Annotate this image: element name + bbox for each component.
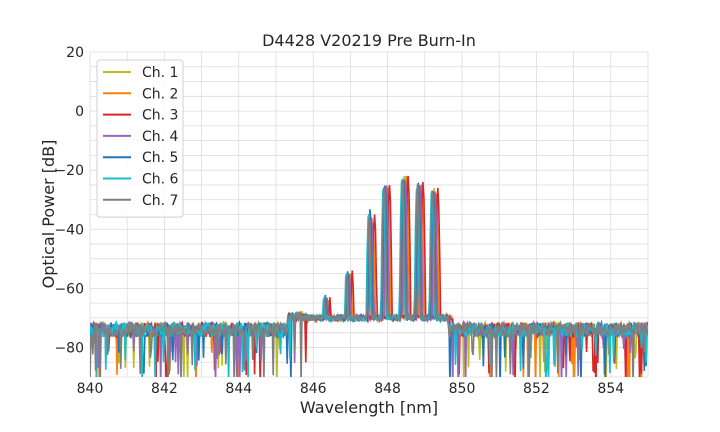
legend-label: Ch. 3 bbox=[142, 108, 178, 124]
x-axis-ticks: 840 842 844 846 848 850 852 854 bbox=[77, 381, 625, 397]
legend-label: Ch. 2 bbox=[142, 86, 178, 102]
chart-title: D4428 V20219 Pre Burn-In bbox=[262, 31, 476, 50]
y-tick-label: −20 bbox=[54, 163, 84, 179]
y-tick-label: 20 bbox=[66, 45, 84, 61]
x-tick-label: 842 bbox=[151, 381, 178, 397]
legend-label: Ch. 1 bbox=[142, 65, 178, 81]
y-tick-label: −80 bbox=[54, 340, 84, 356]
y-axis-label: Optical Power [dB] bbox=[39, 140, 58, 289]
y-axis-ticks: 20 0 −20 −40 −60 −80 bbox=[54, 45, 84, 356]
x-axis-label: Wavelength [nm] bbox=[300, 398, 438, 417]
legend-label: Ch. 7 bbox=[142, 193, 178, 209]
x-tick-label: 846 bbox=[300, 381, 327, 397]
x-tick-label: 848 bbox=[374, 381, 401, 397]
y-tick-label: −60 bbox=[54, 281, 84, 297]
x-tick-label: 854 bbox=[597, 381, 624, 397]
y-tick-label: −40 bbox=[54, 222, 84, 238]
x-tick-label: 844 bbox=[225, 381, 252, 397]
legend-label: Ch. 5 bbox=[142, 150, 178, 166]
x-tick-label: 852 bbox=[523, 381, 550, 397]
series-layer bbox=[90, 175, 648, 377]
x-tick-label: 850 bbox=[449, 381, 476, 397]
legend-label: Ch. 6 bbox=[142, 172, 179, 188]
series-line-ch-7 bbox=[90, 181, 648, 377]
x-tick-label: 840 bbox=[77, 381, 104, 397]
y-tick-label: 0 bbox=[75, 104, 84, 120]
legend: Ch. 1 Ch. 2 Ch. 3 Ch. 4 Ch. 5 Ch. 6 Ch. 7 bbox=[96, 59, 184, 218]
legend-label: Ch. 4 bbox=[142, 129, 179, 145]
